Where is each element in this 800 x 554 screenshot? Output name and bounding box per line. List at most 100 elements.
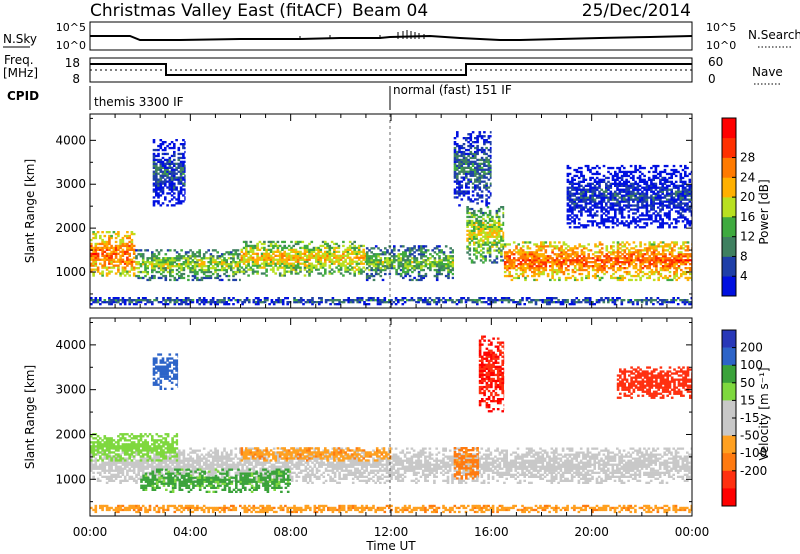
power-cell xyxy=(263,264,266,267)
power-cell xyxy=(346,254,350,257)
power-cell xyxy=(670,299,673,302)
power-cell xyxy=(659,261,663,264)
power-cell xyxy=(417,265,421,268)
power-cell xyxy=(342,262,345,265)
power-cell xyxy=(337,250,341,253)
power-cell xyxy=(96,256,100,259)
power-cell xyxy=(247,256,250,259)
power-cell xyxy=(645,200,649,203)
power-cell xyxy=(673,263,676,266)
power-cell xyxy=(319,244,323,248)
power-cell xyxy=(575,202,579,205)
power-cell xyxy=(638,192,642,195)
power-cell xyxy=(595,202,599,205)
power-cell xyxy=(487,162,491,165)
power-cell xyxy=(410,299,414,302)
power-cell xyxy=(155,174,158,177)
power-cell xyxy=(661,249,665,252)
power-cell xyxy=(296,258,300,261)
power-cell xyxy=(680,245,683,248)
power-cell xyxy=(476,184,479,187)
power-cell xyxy=(469,160,473,163)
power-cell xyxy=(647,184,651,187)
power-cell xyxy=(424,299,427,302)
power-cell xyxy=(587,272,590,276)
power-cell xyxy=(593,214,597,217)
power-cell xyxy=(395,268,398,272)
power-cell xyxy=(488,255,492,258)
power-cell xyxy=(493,259,496,262)
power-cell xyxy=(489,131,492,134)
power-cell xyxy=(187,299,190,302)
power-cell xyxy=(417,299,420,302)
power-cell xyxy=(110,270,113,273)
power-feature xyxy=(152,139,186,207)
power-cell xyxy=(177,198,181,201)
power-cell xyxy=(365,267,369,270)
power-cell xyxy=(155,263,159,266)
power-cell xyxy=(485,186,488,189)
power-cell xyxy=(579,301,583,304)
power-cell xyxy=(515,265,518,268)
power-cell xyxy=(254,260,257,263)
power-cell xyxy=(682,272,685,276)
power-cell xyxy=(119,238,122,242)
power-cell xyxy=(508,257,511,260)
power-cell xyxy=(600,268,604,272)
power-cell xyxy=(242,256,246,259)
power-cell xyxy=(576,263,579,266)
power-cell xyxy=(658,299,662,302)
power-cell xyxy=(668,263,672,266)
power-cell xyxy=(205,276,208,280)
power-cell xyxy=(645,222,649,225)
power-cell xyxy=(223,268,226,272)
power-cell xyxy=(137,274,140,278)
power-cell xyxy=(654,218,658,221)
power-cell xyxy=(629,196,633,199)
power-cell xyxy=(278,244,282,248)
power-cell xyxy=(650,208,653,211)
power-cell xyxy=(640,299,644,302)
power-cell xyxy=(677,261,681,264)
power-cell xyxy=(560,270,563,274)
power-cell xyxy=(598,182,601,185)
power-cell xyxy=(166,299,170,302)
power-cell xyxy=(495,255,499,258)
power-cell xyxy=(489,172,492,175)
power-cell xyxy=(342,301,346,304)
power-cell xyxy=(216,299,219,302)
power-cell xyxy=(598,249,602,252)
power-cell xyxy=(553,263,557,266)
power-cell xyxy=(584,194,588,197)
power-cell xyxy=(479,233,483,236)
power-cell xyxy=(580,194,583,197)
power-cell xyxy=(406,247,410,250)
power-cell xyxy=(347,299,350,302)
power-cell xyxy=(123,244,127,248)
power-cell xyxy=(491,231,494,234)
power-cell xyxy=(650,251,654,254)
power-cell xyxy=(636,303,639,306)
power-cell xyxy=(551,272,554,276)
power-cell xyxy=(591,274,595,278)
power-cell xyxy=(108,240,111,244)
power-cell xyxy=(607,257,611,260)
power-cell xyxy=(675,255,678,258)
power-cell xyxy=(406,255,410,258)
power-cell xyxy=(474,152,477,156)
power-cell xyxy=(458,150,461,154)
power-cell xyxy=(462,190,466,193)
power-cell xyxy=(537,249,541,252)
power-cell xyxy=(169,278,172,282)
power-cell xyxy=(605,255,609,258)
power-cell xyxy=(117,234,120,238)
power-cell xyxy=(281,262,284,265)
power-cell xyxy=(664,249,667,252)
power-cell xyxy=(157,267,161,270)
power-cell xyxy=(591,220,594,223)
power-cell xyxy=(349,301,353,304)
power-cell xyxy=(623,259,627,262)
power-cell xyxy=(287,248,291,251)
power-cell xyxy=(655,263,658,266)
power-cell xyxy=(591,198,594,201)
